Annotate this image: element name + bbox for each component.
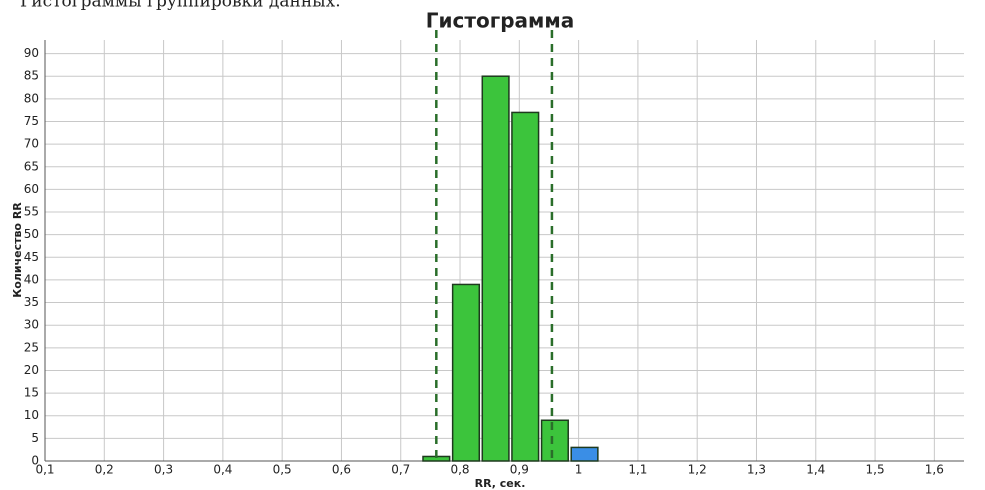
x-tick-label: 0,2 xyxy=(95,463,114,477)
bar xyxy=(451,283,481,462)
x-tick-label: 1,5 xyxy=(866,463,885,477)
x-tick-label: 0,6 xyxy=(332,463,351,477)
y-tick-label: 5 xyxy=(31,431,39,445)
y-tick-label: 20 xyxy=(24,363,39,377)
x-tick-label: 0,3 xyxy=(154,463,173,477)
y-tick-label: 60 xyxy=(24,182,39,196)
x-tick-label: 0,8 xyxy=(450,463,469,477)
y-tick-label: 75 xyxy=(24,114,39,128)
y-tick-label: 85 xyxy=(24,69,39,83)
y-tick-label: 35 xyxy=(24,295,39,309)
x-tick-label: 0,7 xyxy=(391,463,410,477)
y-tick-label: 55 xyxy=(24,205,39,219)
x-axis-label: RR, сек. xyxy=(475,477,526,490)
x-tick-label: 0,9 xyxy=(510,463,529,477)
y-tick-label: 10 xyxy=(24,408,39,422)
y-axis-label: Количество RR xyxy=(11,202,24,298)
bar xyxy=(511,111,540,462)
bar xyxy=(481,75,510,462)
y-tick-label: 0 xyxy=(31,454,39,468)
y-tick-label: 30 xyxy=(24,318,39,332)
x-tick-label: 1,2 xyxy=(688,463,707,477)
x-tick-label: 1 xyxy=(575,463,583,477)
bar xyxy=(540,419,569,462)
bar xyxy=(570,446,599,462)
y-tick-label: 15 xyxy=(24,386,39,400)
y-tick-label: 65 xyxy=(24,159,39,173)
y-tick-label: 90 xyxy=(24,46,39,60)
chart-title: Гистограмма xyxy=(426,9,574,33)
x-tick-label: 1,4 xyxy=(806,463,825,477)
y-tick-label: 45 xyxy=(24,250,39,264)
y-tick-label: 25 xyxy=(24,340,39,354)
y-tick-label: 40 xyxy=(24,272,39,286)
x-tick-label: 0,4 xyxy=(213,463,232,477)
y-tick-label: 50 xyxy=(24,227,39,241)
y-tick-label: 70 xyxy=(24,137,39,151)
x-tick-label: 1,1 xyxy=(628,463,647,477)
x-tick-label: 0,1 xyxy=(35,463,54,477)
caption: Гистограммы группировки данных. xyxy=(20,0,341,12)
x-tick-label: 1,6 xyxy=(925,463,944,477)
y-tick-label: 80 xyxy=(24,91,39,105)
x-tick-label: 1,3 xyxy=(747,463,766,477)
x-tick-label: 0,5 xyxy=(273,463,292,477)
